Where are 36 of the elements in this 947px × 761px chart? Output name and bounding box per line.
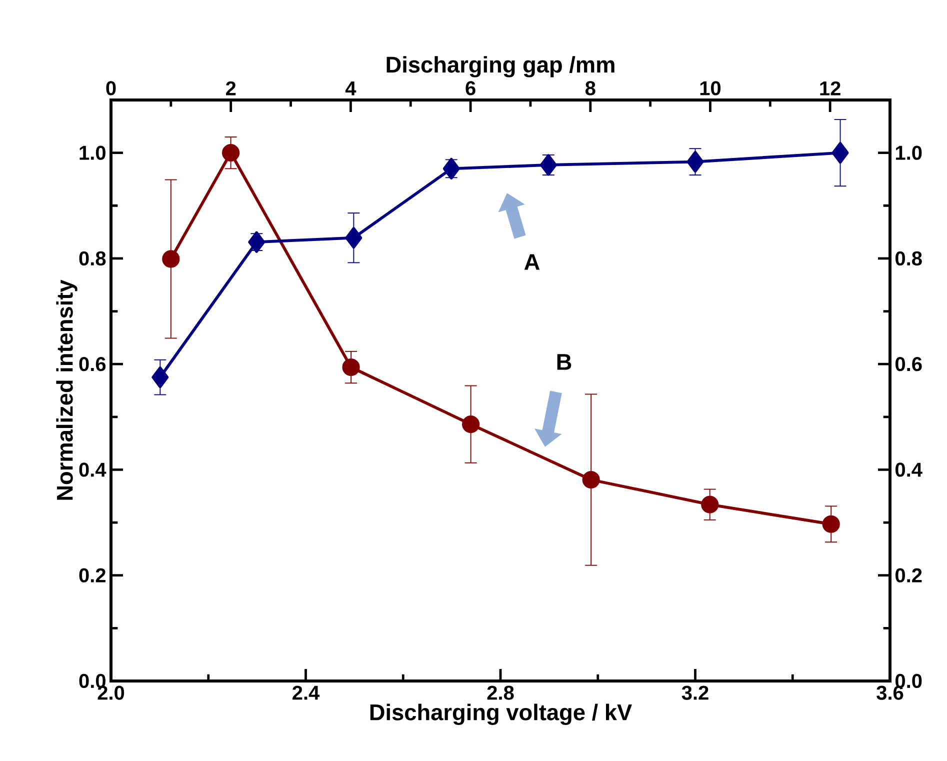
y2-tick-label: 1.0 (896, 146, 922, 160)
y-tick-label: 0.4 (79, 462, 106, 477)
y2-tick-label: 0.2 (896, 568, 922, 582)
y-tick-label: 0.0 (79, 674, 106, 688)
annotation: A (524, 254, 540, 270)
x2-tick-label: 2 (226, 81, 236, 96)
x-tick-label: 2.8 (487, 686, 514, 700)
point (462, 415, 480, 434)
y-axis-title: Normalized intensity (56, 280, 78, 500)
x-tick-label: 3.6 (876, 686, 904, 700)
x2-tick-label: 10 (700, 81, 721, 96)
point (701, 496, 719, 514)
y-tick-label: 0.8 (79, 251, 106, 266)
point (162, 250, 180, 268)
x2-tick-label: 4 (345, 82, 356, 96)
x2-tick-label: 6 (466, 81, 476, 96)
y2-tick-label: 0.0 (896, 674, 922, 688)
x-axis-title: Discharging voltage / kV (370, 704, 632, 725)
point (582, 470, 600, 489)
x2-tick-label: 0 (106, 81, 116, 96)
x-tick-label: 3.2 (682, 686, 708, 700)
x2-tick-label: 12 (820, 81, 840, 96)
x2-tick-label: 8 (585, 81, 596, 96)
x-tick-label: 2.4 (292, 686, 320, 700)
x-tick-label: 2.0 (98, 686, 124, 700)
point (822, 515, 840, 533)
x2-axis-title: Discharging gap /mm (386, 56, 614, 78)
y-tick-label: 0.2 (79, 568, 106, 582)
y2-tick-label: 0.6 (896, 356, 922, 372)
point (222, 144, 240, 162)
y2-tick-label: 0.8 (896, 251, 922, 266)
point (342, 358, 360, 376)
y-tick-label: 1.0 (80, 146, 106, 160)
annotation: B (557, 354, 572, 370)
y2-tick-label: 0.4 (896, 462, 922, 477)
y-tick-label: 0.6 (79, 356, 106, 372)
